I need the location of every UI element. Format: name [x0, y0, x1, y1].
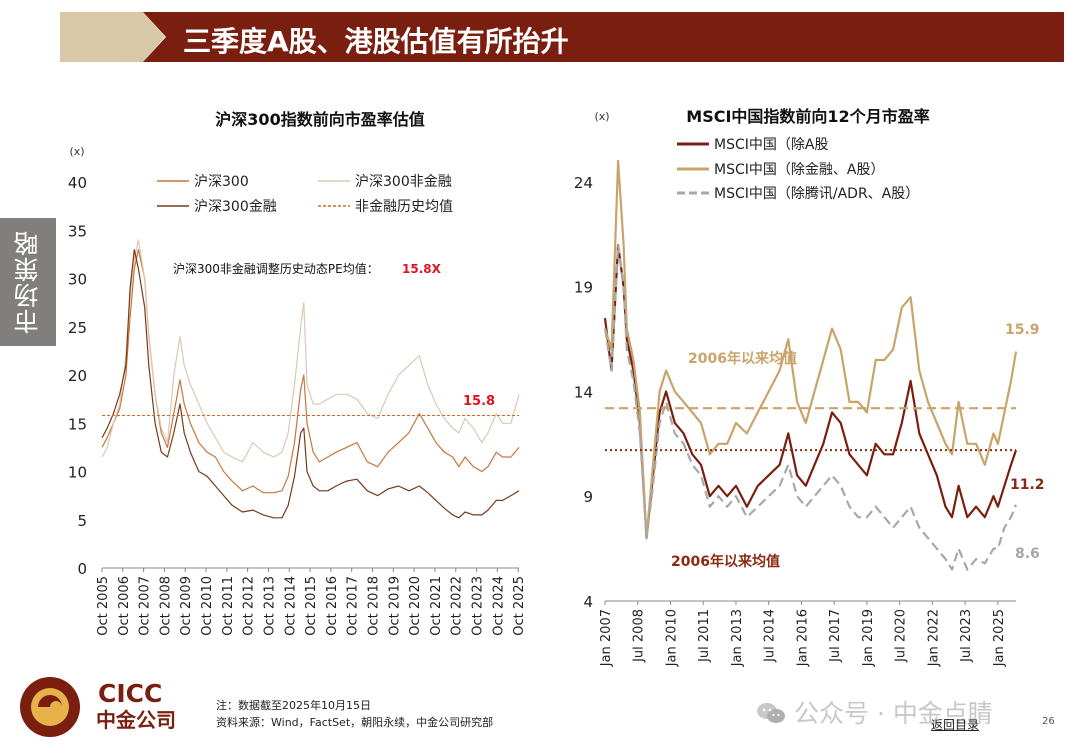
x-tick-label: Oct 2006: [117, 576, 132, 636]
end-value-label: 15.9: [1005, 322, 1040, 338]
side-tab-label: 市场策略: [13, 230, 42, 334]
x-tick-label: Jan 2010: [664, 609, 679, 667]
note-line-1: 注：数据截至2025年10月15日: [216, 699, 371, 712]
x-tick-label: Jul 2008: [632, 609, 647, 663]
y-tick-label: 0: [77, 560, 87, 578]
end-value-label: 8.6: [1015, 546, 1040, 562]
title-accent-tab: [60, 12, 165, 62]
x-tick-label: Jul 2023: [959, 609, 974, 663]
y-tick-label: 40: [68, 174, 87, 192]
x-tick-label: Oct 2025: [512, 576, 527, 636]
x-tick-label: Oct 2020: [408, 576, 423, 636]
watermark: 公众号 · 中金点睛: [756, 694, 993, 730]
x-tick-label: Jan 2013: [730, 609, 745, 667]
chart-title: 沪深300指数前向市盈率估值: [215, 110, 424, 129]
x-tick-label: Oct 2015: [304, 576, 319, 636]
note-line-2: 资料来源：Wind，FactSet，朝阳永续，中金公司研究部: [216, 716, 494, 729]
page-number: 26: [1042, 716, 1055, 727]
y-tick-label: 20: [68, 367, 87, 385]
x-tick-label: Oct 2010: [200, 576, 215, 636]
x-tick-label: Jan 2007: [599, 609, 614, 667]
y-tick-label: 5: [77, 512, 87, 530]
x-tick-label: Jan 2025: [992, 609, 1007, 667]
chart-hs300-pe: 沪深300指数前向市盈率估值 (x) 0 5 10 15 20 25 30 35 40 Oct 200…: [68, 110, 527, 636]
legend-label: MSCI中国（除金融、A股）: [714, 162, 884, 178]
x-tick-label: Oct 2017: [346, 576, 361, 636]
x-tick-label: Jan 2016: [795, 609, 810, 667]
x-tick-label: Oct 2022: [450, 576, 465, 636]
x-tick-label: Oct 2024: [491, 576, 506, 636]
x-tick-label: Jan 2019: [861, 609, 876, 667]
pe-average-annotation-value: 15.8X: [402, 262, 442, 276]
y-axis-unit: (x): [69, 145, 84, 158]
watermark-text: 公众号 · 中金点睛: [794, 699, 993, 728]
series-line-2: [603, 243, 1018, 571]
legend-label: 沪深300金融: [194, 199, 277, 215]
y-tick-label: 35: [68, 222, 87, 240]
end-value-label: 11.2: [1010, 477, 1045, 493]
x-tick-label: Oct 2005: [96, 576, 111, 636]
x-tick-label: Oct 2011: [221, 576, 236, 636]
footer-notes: 注：数据截至2025年10月15日 资料来源：Wind，FactSet，朝阳永续…: [216, 697, 493, 731]
y-axis-unit: (x): [594, 110, 609, 123]
title-bar: [143, 12, 1064, 62]
chart-title: MSCI中国指数前向12个月市盈率: [686, 107, 929, 126]
x-tick-label: Oct 2012: [242, 576, 257, 636]
logo-cn: 中金公司: [96, 708, 176, 732]
y-tick-label: 15: [68, 415, 87, 433]
x-tick-label: Oct 2007: [138, 576, 153, 636]
x-tick-label: Jul 2017: [828, 609, 843, 663]
pe-average-annotation: 沪深300非金融调整历史动态PE均值：: [173, 261, 379, 276]
x-tick-label: Jul 2020: [894, 609, 909, 663]
x-tick-label: Oct 2021: [429, 576, 444, 636]
series-line-2: [101, 249, 520, 519]
legend-label: 非金融历史均值: [355, 199, 453, 215]
return-to-contents-link[interactable]: 返回目录: [931, 718, 980, 732]
x-tick-label: Jul 2011: [697, 609, 712, 663]
legend-label: MSCI中国（除A股: [714, 137, 828, 153]
y-tick-label: 24: [574, 174, 593, 192]
wechat-icon: [757, 703, 785, 723]
legend-label: 沪深300: [194, 174, 249, 190]
chart-msci-china-pe: MSCI中国指数前向12个月市盈率 (x) 4 9 14 19 24 Jan 2007 Jul …: [574, 107, 1045, 667]
y-tick-label: 4: [583, 593, 593, 611]
y-tick-label: 30: [68, 271, 87, 289]
side-tab: 市场策略: [0, 218, 56, 346]
y-tick-label: 25: [68, 319, 87, 337]
average-line-label: 15.8: [463, 394, 495, 409]
y-tick-label: 9: [583, 488, 593, 506]
x-tick-label: Oct 2023: [471, 576, 486, 636]
cicc-logo: CICC 中金公司: [20, 677, 176, 737]
series-line-0: [603, 243, 1018, 540]
y-tick-label: 19: [574, 279, 593, 297]
y-tick-label: 14: [574, 383, 593, 401]
mean-annotation-ex-a: 2006年以来均值: [671, 553, 780, 570]
x-tick-label: Jan 2022: [926, 609, 941, 667]
x-tick-label: Oct 2018: [367, 576, 382, 636]
x-tick-label: Oct 2013: [262, 576, 277, 636]
legend-label: MSCI中国（除腾讯/ADR、A股）: [714, 185, 919, 202]
x-tick-label: Oct 2009: [179, 576, 194, 636]
x-tick-label: Oct 2019: [387, 576, 402, 636]
logo-en: CICC: [98, 679, 162, 708]
mean-annotation-ex-financials: 2006年以来均值: [688, 350, 797, 367]
y-tick-label: 10: [68, 464, 87, 482]
x-tick-label: Oct 2008: [158, 576, 173, 636]
series-line-1: [101, 239, 520, 463]
slide-title: 三季度A股、港股估值有所抬升: [183, 25, 569, 58]
x-tick-label: Oct 2016: [325, 576, 340, 636]
series-line-0: [101, 249, 520, 494]
x-tick-label: Oct 2014: [283, 576, 298, 636]
logo-swoosh: [38, 695, 62, 707]
x-tick-label: Jul 2014: [763, 609, 778, 663]
legend-label: 沪深300非金融: [355, 174, 452, 190]
series-line-1: [603, 159, 1018, 540]
